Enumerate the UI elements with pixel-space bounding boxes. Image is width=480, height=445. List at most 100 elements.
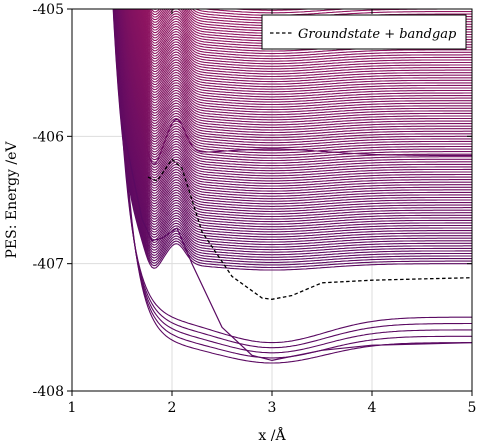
pes-curve-83 bbox=[135, 9, 472, 75]
pes-curve-81 bbox=[134, 9, 472, 80]
pes-curve-74 bbox=[130, 9, 472, 98]
y-tick-label-2: -407 bbox=[33, 257, 64, 273]
pes-curve-80 bbox=[133, 9, 472, 83]
pes-curve-70 bbox=[128, 9, 472, 108]
pes-curve-42 bbox=[120, 9, 472, 179]
pes-curve-75 bbox=[131, 9, 472, 95]
pes-curve-22 bbox=[115, 9, 472, 230]
pes-curve-63 bbox=[126, 9, 472, 126]
pes-curve-84 bbox=[135, 9, 472, 72]
pes-curve-45 bbox=[120, 9, 472, 172]
pes-curve-31 bbox=[117, 9, 472, 207]
pes-curve-4 bbox=[118, 9, 472, 364]
pes-curve-49 bbox=[121, 9, 472, 162]
pes-curve-71 bbox=[129, 9, 472, 106]
legend: Groundstate + bandgap bbox=[261, 14, 467, 50]
pes-curve-50 bbox=[122, 9, 472, 159]
pes-curve-46 bbox=[121, 9, 472, 169]
pes-curve-24 bbox=[116, 9, 472, 225]
dashed-curve-group bbox=[147, 158, 472, 300]
pes-curve-deep bbox=[121, 123, 472, 362]
pes-curve-73 bbox=[130, 9, 472, 100]
pes-curve-29 bbox=[117, 9, 472, 213]
curve-group bbox=[102, 0, 474, 364]
pes-curve-89 bbox=[138, 9, 472, 60]
pes-curve-79 bbox=[133, 9, 472, 85]
pes-curve-76 bbox=[131, 9, 472, 93]
pes-curve-54 bbox=[123, 9, 472, 149]
pes-curve-7 bbox=[112, 9, 472, 269]
pes-curve-35 bbox=[118, 9, 472, 197]
pes-curve-27 bbox=[116, 9, 472, 218]
pes-curve-30 bbox=[117, 9, 472, 210]
pes-curve-41 bbox=[119, 9, 472, 182]
pes-curve-87 bbox=[137, 9, 472, 65]
pes-curve-0 bbox=[115, 9, 472, 344]
pes-curve-21 bbox=[115, 9, 472, 233]
pes-curve-37 bbox=[118, 9, 472, 192]
pes-curve-38 bbox=[119, 9, 472, 190]
pes-curve-82 bbox=[134, 9, 472, 78]
pes-curve-40 bbox=[119, 9, 472, 184]
pes-curve-111 bbox=[102, 0, 474, 3]
pes-curve-34 bbox=[118, 9, 472, 200]
pes-curve-19 bbox=[115, 9, 472, 238]
pes-curve-110 bbox=[102, 0, 474, 5]
y-tick-label-1: -406 bbox=[33, 129, 65, 145]
pes-curve-109 bbox=[102, 0, 474, 8]
pes-curve-9 bbox=[113, 9, 472, 263]
pes-curve-59 bbox=[124, 9, 472, 136]
pes-curve-55 bbox=[123, 9, 472, 146]
y-tick-label-3: -408 bbox=[33, 384, 64, 400]
pes-curve-65 bbox=[126, 9, 472, 121]
pes-curve-88 bbox=[138, 9, 472, 62]
pes-curve-57 bbox=[124, 9, 472, 141]
pes-curve-60 bbox=[125, 9, 472, 134]
pes-curve-18 bbox=[114, 9, 472, 241]
pes-curve-53 bbox=[123, 9, 472, 151]
pes-curve-67 bbox=[127, 9, 472, 116]
y-tick-label-0: -405 bbox=[33, 2, 64, 18]
pes-curve-25 bbox=[116, 9, 472, 223]
pes-curve-61 bbox=[125, 9, 472, 131]
pes-curve-36 bbox=[118, 9, 472, 195]
pes-curve-16 bbox=[114, 9, 472, 246]
pes-curve-23 bbox=[115, 9, 472, 228]
pes-curve-52 bbox=[122, 9, 472, 154]
pes-curve-78 bbox=[132, 9, 472, 88]
x-tick-label-4: 5 bbox=[468, 400, 477, 416]
pes-curve-47 bbox=[121, 9, 472, 167]
x-axis-title: x /Å bbox=[258, 426, 286, 444]
pes-curve-85 bbox=[136, 9, 472, 70]
pes-curve-51 bbox=[122, 9, 472, 156]
pes-curve-43 bbox=[120, 9, 472, 177]
pes-curve-72 bbox=[129, 9, 472, 103]
pes-curve-62 bbox=[125, 9, 472, 128]
pes-curve-10 bbox=[113, 9, 472, 261]
pes-curve-26 bbox=[116, 9, 472, 220]
pes-curve-69 bbox=[128, 9, 472, 111]
pes-curve-1 bbox=[115, 9, 472, 349]
pes-curve-28 bbox=[116, 9, 472, 215]
pes-curve-11 bbox=[113, 9, 472, 258]
pes-curve-39 bbox=[119, 9, 472, 187]
pes-curve-13 bbox=[113, 9, 472, 253]
pes-curve-17 bbox=[114, 9, 472, 243]
pes-curve-12 bbox=[113, 9, 472, 256]
pes-curve-6 bbox=[112, 9, 472, 271]
pes-curve-68 bbox=[128, 9, 472, 113]
pes-curve-48 bbox=[121, 9, 472, 164]
pes-curve-64 bbox=[126, 9, 472, 123]
pes-curve-33 bbox=[117, 9, 472, 202]
pes-curve-90 bbox=[139, 9, 472, 57]
pes-curve-107 bbox=[202, 9, 354, 14]
groundstate-bandgap-curve bbox=[147, 158, 472, 300]
axis-ticks: 1 2 3 4 5 -405 -406 -407 -408 bbox=[33, 2, 477, 416]
pes-curve-20 bbox=[115, 9, 472, 235]
pes-curve-8 bbox=[112, 9, 472, 266]
pes-curve-66 bbox=[127, 9, 472, 118]
pes-curve-86 bbox=[136, 9, 472, 67]
x-tick-label-1: 2 bbox=[168, 400, 177, 416]
y-axis-title: PES: Energy /eV bbox=[4, 141, 20, 259]
